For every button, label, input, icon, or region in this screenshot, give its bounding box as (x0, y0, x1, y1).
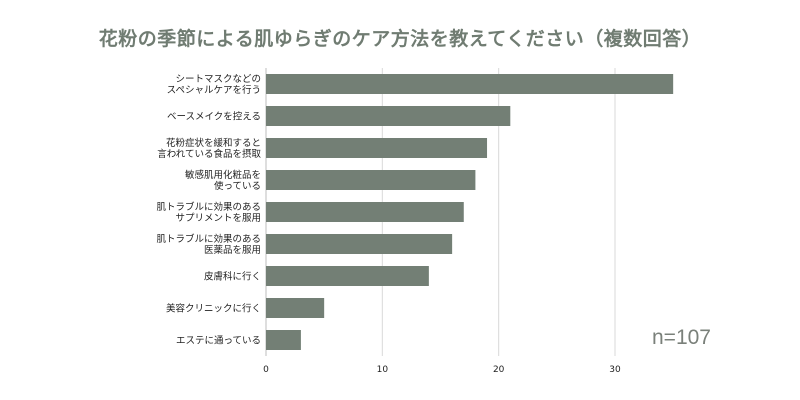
bar (266, 330, 301, 350)
category-label: スペシャルケアを行う (167, 84, 261, 96)
chart-title: 花粉の季節による肌ゆらぎのケア方法を教えてください（複数回答） (98, 28, 702, 50)
bar (266, 170, 476, 190)
x-tick-label: 0 (263, 365, 269, 375)
category-label: 肌トラブルに効果のある (156, 233, 261, 245)
x-tick-label: 10 (377, 365, 389, 375)
bar (266, 234, 453, 254)
bar (266, 202, 464, 222)
category-label: 言われている食品を摂取 (157, 148, 261, 160)
category-label: エステに通っている (176, 336, 261, 347)
bar (266, 298, 325, 318)
category-label: シートマスクなどの (175, 74, 261, 85)
category-label: 敏感肌用化粧品を (185, 169, 261, 181)
category-label: 医薬品を服用 (204, 244, 261, 256)
x-tick-label: 30 (609, 365, 621, 375)
category-label: 皮膚科に行く (204, 271, 261, 283)
bar (266, 106, 511, 126)
category-label: 美容クリニックに行く (166, 303, 261, 315)
bar (266, 266, 429, 286)
category-label: 花粉症状を緩和すると (166, 137, 261, 149)
bar (266, 138, 488, 158)
category-label: 使っている (214, 180, 261, 192)
bar (266, 74, 674, 94)
category-label: ベースメイクを控える (167, 111, 261, 123)
category-label: 肌トラブルに効果のある (156, 201, 261, 213)
sample-size-annotation: n=107 (652, 326, 711, 349)
category-label: サプリメントを服用 (175, 213, 261, 224)
x-tick-label: 20 (493, 365, 505, 375)
